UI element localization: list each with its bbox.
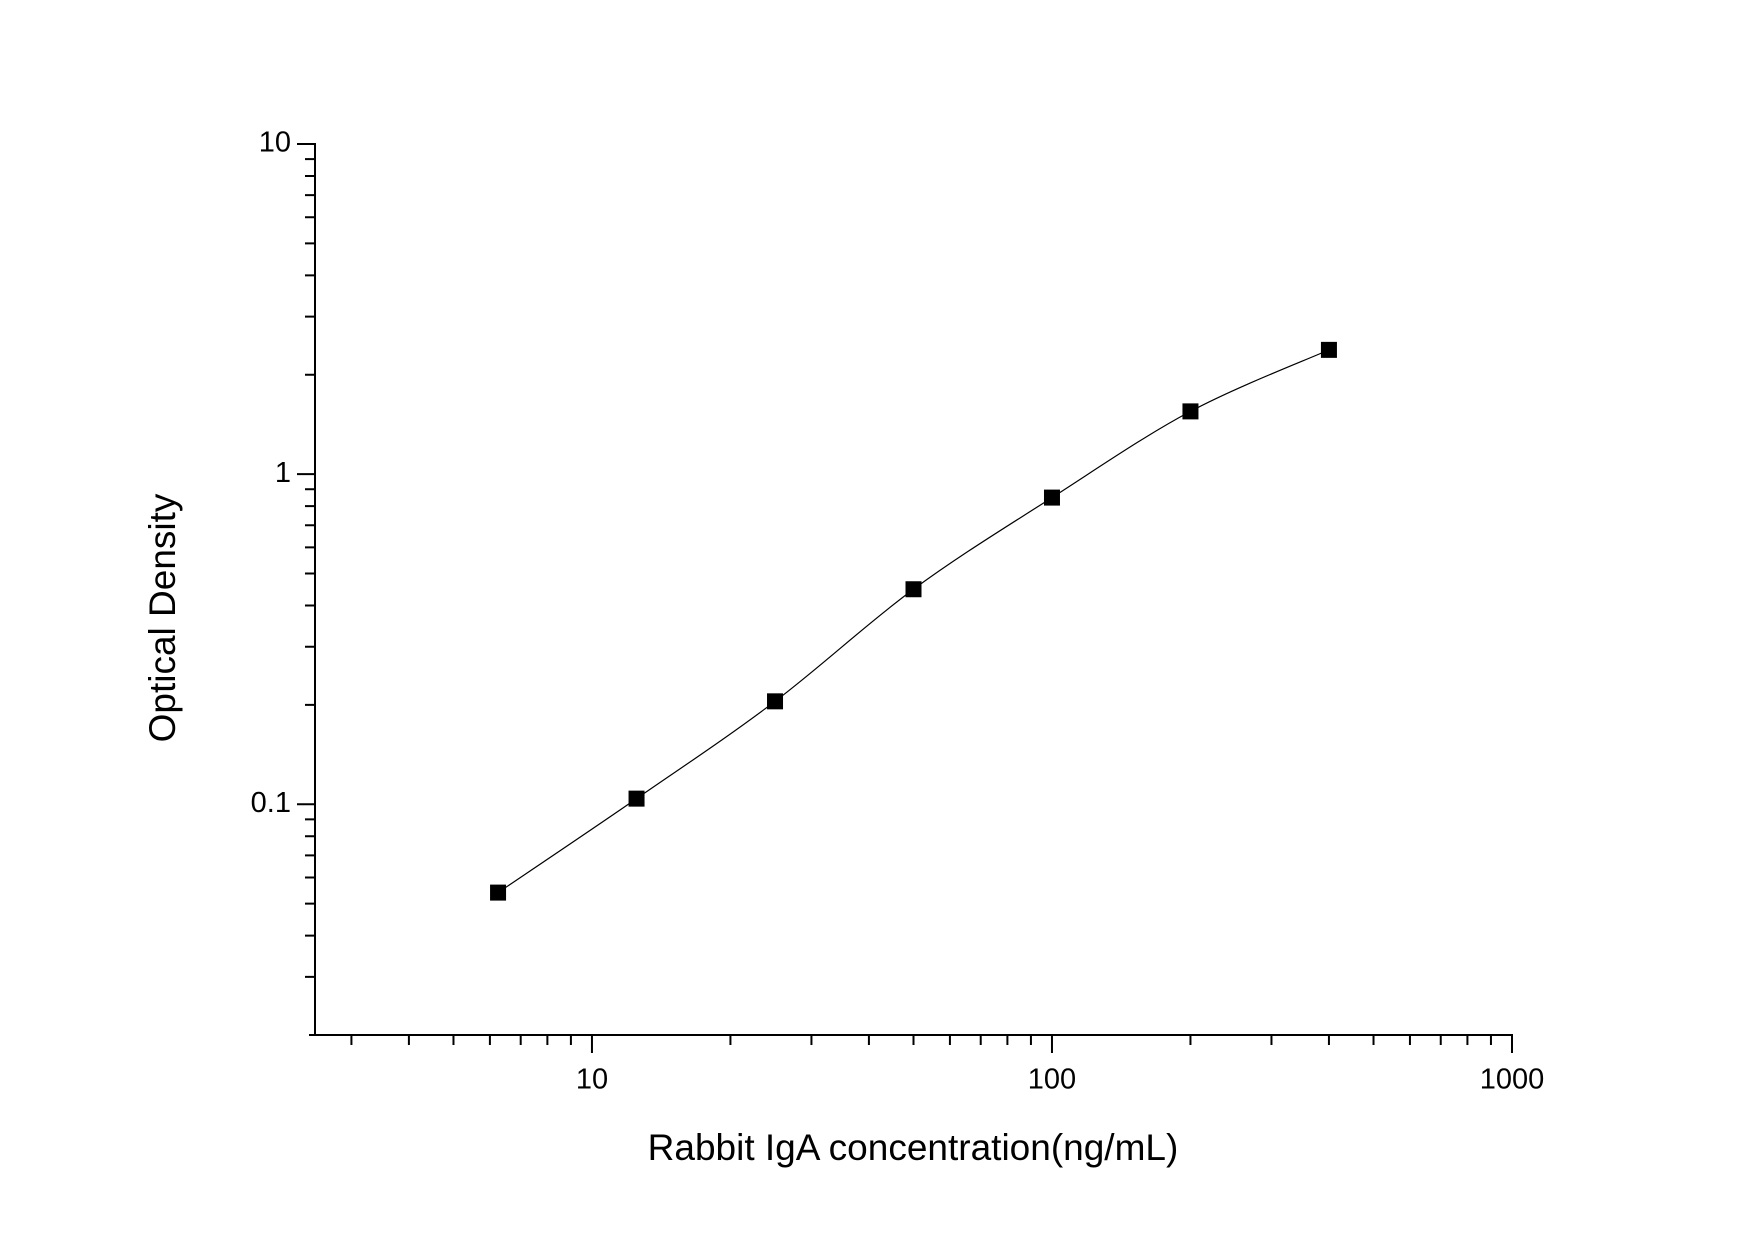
data-point [905, 581, 922, 598]
data-point [767, 693, 784, 710]
data-point [628, 790, 645, 807]
x-tick-label: 10 [576, 1064, 608, 1096]
x-tick-label: 1000 [1480, 1064, 1545, 1096]
data-point [1182, 403, 1199, 420]
y-tick-label: 0.1 [251, 787, 291, 819]
fit-curve [497, 349, 1330, 894]
x-axis-title: Rabbit IgA concentration(ng/mL) [648, 1127, 1179, 1168]
data-point [490, 884, 507, 901]
y-axis-title: Optical Density [142, 493, 183, 742]
y-tick-label: 10 [259, 127, 291, 159]
x-tick-label: 100 [1028, 1064, 1076, 1096]
data-point [1043, 489, 1060, 506]
data-point [1320, 341, 1337, 358]
y-tick-label: 1 [275, 457, 291, 489]
